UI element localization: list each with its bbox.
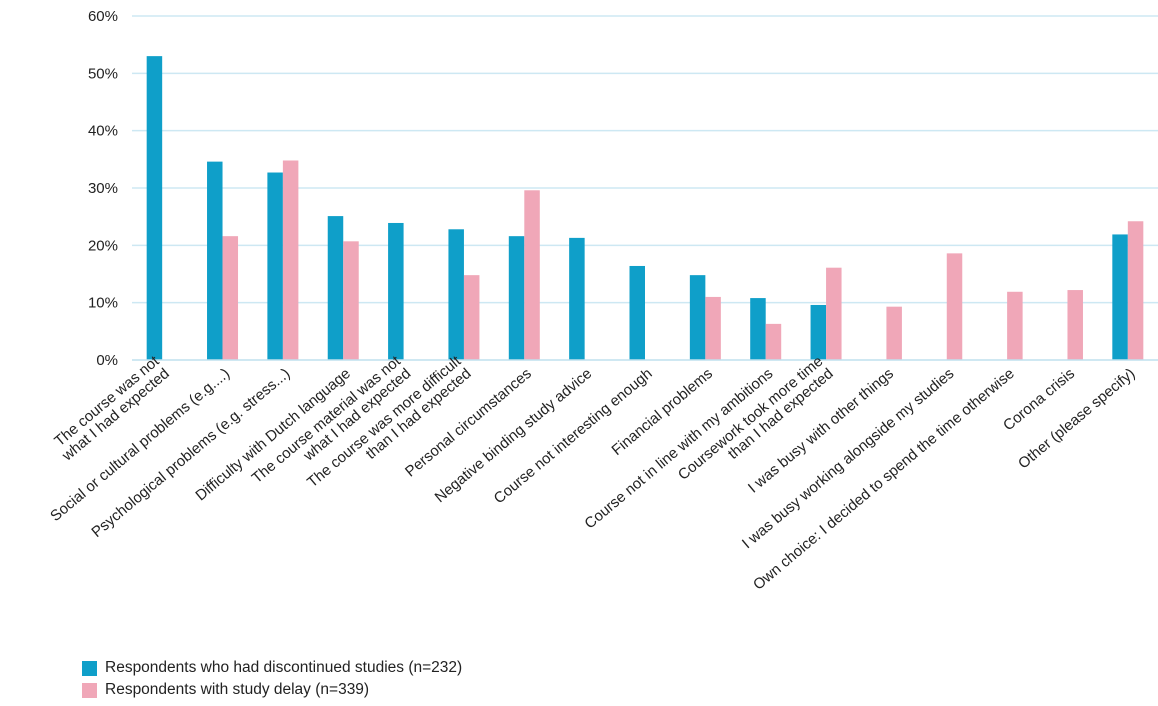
bar-series1-14 — [1007, 291, 1023, 360]
bar-series1-1 — [222, 236, 239, 360]
bar-series0-8 — [629, 265, 645, 360]
y-tick-label: 50% — [88, 65, 118, 82]
bars — [146, 56, 1144, 361]
x-category-label: Other (please specify) — [1015, 365, 1138, 472]
bar-series0-7 — [569, 237, 585, 360]
x-category-label-line: Other (please specify) — [1015, 365, 1138, 472]
y-tick-label: 0% — [96, 352, 118, 369]
bar-series1-16 — [1127, 221, 1144, 360]
bar-series1-12 — [886, 306, 902, 360]
y-tick-label: 40% — [88, 123, 118, 140]
x-category-label: The course was notwhat I had expected — [48, 352, 173, 465]
bar-series0-11 — [810, 304, 827, 360]
bar-series1-10 — [765, 323, 782, 360]
bar-series0-5 — [448, 229, 464, 360]
x-category-label-line: Financial problems — [609, 365, 716, 459]
bar-series0-3 — [327, 216, 344, 360]
bar-series0-9 — [689, 275, 706, 360]
bar-series1-15 — [1067, 290, 1083, 360]
bar-series1-6 — [524, 190, 540, 360]
legend-swatch-delay — [82, 682, 97, 698]
legend-label-delay: Respondents with study delay (n=339) — [105, 681, 370, 698]
x-axis-category-labels: The course was notwhat I had expectedSoc… — [47, 352, 1138, 593]
y-tick-label: 10% — [88, 295, 118, 312]
y-tick-label: 30% — [88, 180, 118, 197]
y-tick-label: 20% — [88, 237, 118, 254]
bar-series0-4 — [388, 222, 404, 360]
bar-series0-10 — [750, 298, 766, 360]
bar-series0-1 — [207, 161, 223, 360]
legend-item-delay: Respondents with study delay (n=339) — [82, 679, 462, 701]
legend-swatch-discontinued — [82, 660, 97, 676]
bar-series1-13 — [946, 253, 963, 360]
legend-label-discontinued: Respondents who had discontinued studies… — [105, 659, 463, 676]
x-category-label: Financial problems — [609, 365, 716, 459]
bar-series1-11 — [826, 267, 842, 360]
legend-item-discontinued: Respondents who had discontinued studies… — [82, 657, 462, 679]
bar-series0-2 — [267, 172, 283, 360]
y-axis-tick-labels: 0% 10% 20% 30% 40% 50% 60% — [88, 8, 118, 369]
gridlines — [132, 15, 1158, 304]
bar-series0-6 — [508, 236, 525, 360]
bar-series1-5 — [463, 275, 480, 360]
bar-series0-0 — [146, 56, 163, 361]
bar-series0-16 — [1112, 234, 1128, 360]
bar-series1-3 — [343, 241, 359, 360]
bar-series1-9 — [705, 296, 721, 360]
bar-series1-2 — [282, 160, 299, 360]
y-tick-label: 60% — [88, 8, 118, 25]
x-category-label-line: what I had expected — [58, 365, 173, 465]
legend: Respondents who had discontinued studies… — [82, 657, 462, 701]
